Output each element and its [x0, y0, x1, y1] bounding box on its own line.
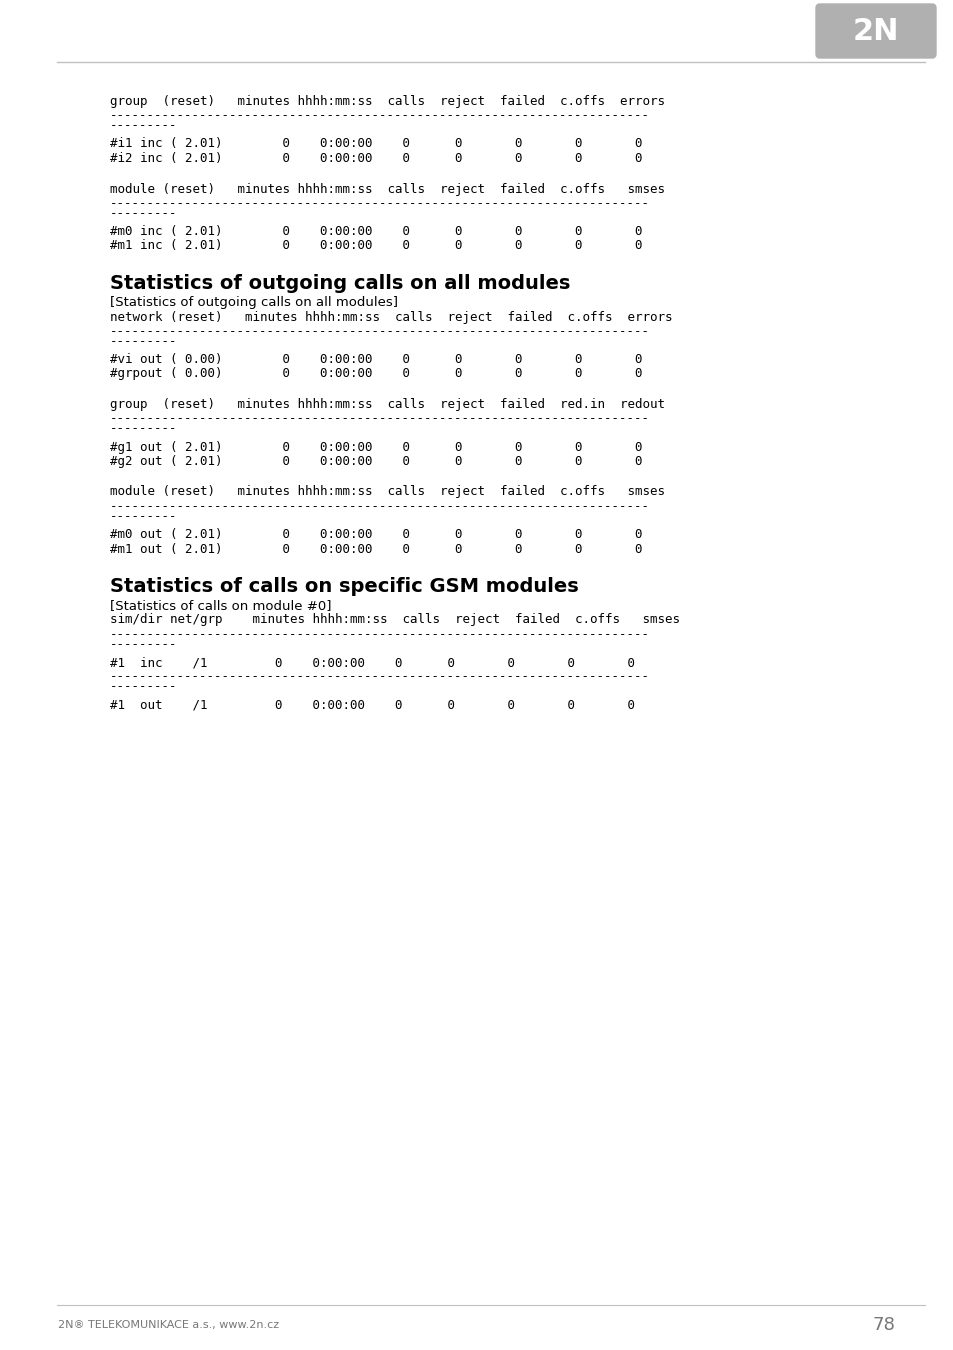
Text: #i1 inc ( 2.01)        0    0:00:00    0      0       0       0       0: #i1 inc ( 2.01) 0 0:00:00 0 0 0 0 0 — [110, 138, 641, 150]
Text: 78: 78 — [871, 1316, 894, 1334]
Text: #m1 inc ( 2.01)        0    0:00:00    0      0       0       0       0: #m1 inc ( 2.01) 0 0:00:00 0 0 0 0 0 — [110, 239, 641, 252]
Text: sim/dir net/grp    minutes hhhh:mm:ss  calls  reject  failed  c.offs   smses: sim/dir net/grp minutes hhhh:mm:ss calls… — [110, 613, 679, 626]
Text: 2N® TELEKOMUNIKACE a.s., www.2n.cz: 2N® TELEKOMUNIKACE a.s., www.2n.cz — [58, 1320, 279, 1330]
Text: ------------------------------------------------------------------------: ----------------------------------------… — [110, 671, 649, 683]
Text: module (reset)   minutes hhhh:mm:ss  calls  reject  failed  c.offs   smses: module (reset) minutes hhhh:mm:ss calls … — [110, 486, 664, 498]
Text: ------------------------------------------------------------------------: ----------------------------------------… — [110, 628, 649, 641]
Text: #m0 inc ( 2.01)        0    0:00:00    0      0       0       0       0: #m0 inc ( 2.01) 0 0:00:00 0 0 0 0 0 — [110, 225, 641, 238]
Text: #1  out    /1         0    0:00:00    0      0       0       0       0: #1 out /1 0 0:00:00 0 0 0 0 0 — [110, 698, 635, 711]
Text: #grpout ( 0.00)        0    0:00:00    0      0       0       0       0: #grpout ( 0.00) 0 0:00:00 0 0 0 0 0 — [110, 367, 641, 381]
Text: ------------------------------------------------------------------------: ----------------------------------------… — [110, 109, 649, 123]
Text: group  (reset)   minutes hhhh:mm:ss  calls  reject  failed  red.in  redout: group (reset) minutes hhhh:mm:ss calls r… — [110, 398, 664, 410]
Text: #m0 out ( 2.01)        0    0:00:00    0      0       0       0       0: #m0 out ( 2.01) 0 0:00:00 0 0 0 0 0 — [110, 528, 641, 541]
FancyBboxPatch shape — [815, 4, 935, 58]
Text: 2N: 2N — [852, 16, 899, 46]
Text: #g1 out ( 2.01)        0    0:00:00    0      0       0       0       0: #g1 out ( 2.01) 0 0:00:00 0 0 0 0 0 — [110, 440, 641, 454]
Text: ------------------------------------------------------------------------: ----------------------------------------… — [110, 413, 649, 425]
Text: ---------: --------- — [110, 639, 177, 651]
Text: ---------: --------- — [110, 423, 177, 436]
Text: Statistics of outgoing calls on all modules: Statistics of outgoing calls on all modu… — [110, 274, 570, 293]
Text: #1  inc    /1         0    0:00:00    0      0       0       0       0: #1 inc /1 0 0:00:00 0 0 0 0 0 — [110, 656, 635, 670]
Text: ------------------------------------------------------------------------: ----------------------------------------… — [110, 197, 649, 211]
Text: ---------: --------- — [110, 120, 177, 132]
Text: #m1 out ( 2.01)        0    0:00:00    0      0       0       0       0: #m1 out ( 2.01) 0 0:00:00 0 0 0 0 0 — [110, 543, 641, 555]
Text: group  (reset)   minutes hhhh:mm:ss  calls  reject  failed  c.offs  errors: group (reset) minutes hhhh:mm:ss calls r… — [110, 95, 664, 108]
Text: ------------------------------------------------------------------------: ----------------------------------------… — [110, 325, 649, 338]
Text: #vi out ( 0.00)        0    0:00:00    0      0       0       0       0: #vi out ( 0.00) 0 0:00:00 0 0 0 0 0 — [110, 352, 641, 366]
Text: [Statistics of calls on module #0]: [Statistics of calls on module #0] — [110, 599, 331, 612]
Text: ---------: --------- — [110, 207, 177, 220]
Text: ---------: --------- — [110, 510, 177, 522]
Text: ------------------------------------------------------------------------: ----------------------------------------… — [110, 500, 649, 513]
Text: [Statistics of outgoing calls on all modules]: [Statistics of outgoing calls on all mod… — [110, 296, 397, 309]
Text: #g2 out ( 2.01)        0    0:00:00    0      0       0       0       0: #g2 out ( 2.01) 0 0:00:00 0 0 0 0 0 — [110, 455, 641, 468]
Text: ---------: --------- — [110, 680, 177, 694]
Text: module (reset)   minutes hhhh:mm:ss  calls  reject  failed  c.offs   smses: module (reset) minutes hhhh:mm:ss calls … — [110, 182, 664, 196]
Text: network (reset)   minutes hhhh:mm:ss  calls  reject  failed  c.offs  errors: network (reset) minutes hhhh:mm:ss calls… — [110, 310, 672, 324]
Text: #i2 inc ( 2.01)        0    0:00:00    0      0       0       0       0: #i2 inc ( 2.01) 0 0:00:00 0 0 0 0 0 — [110, 153, 641, 165]
Text: Statistics of calls on specific GSM modules: Statistics of calls on specific GSM modu… — [110, 576, 578, 595]
Text: ---------: --------- — [110, 335, 177, 348]
